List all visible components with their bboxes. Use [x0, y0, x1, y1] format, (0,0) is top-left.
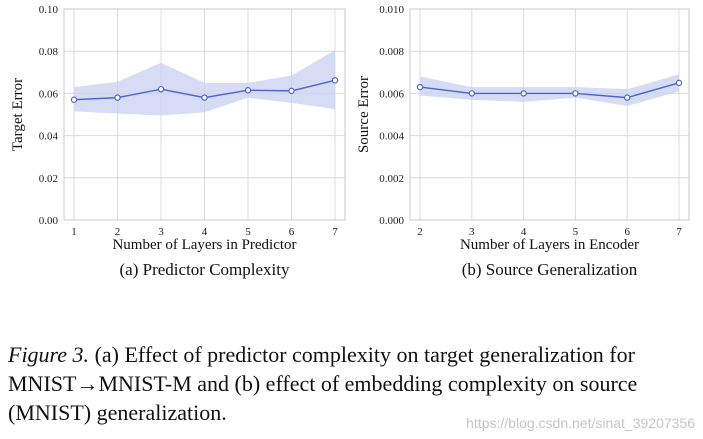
figure-caption: Figure 3. (a) Effect of predictor comple…	[8, 340, 698, 427]
chart-b-ytick-label: 0.000	[379, 215, 404, 227]
chart-b-plot-frame	[409, 8, 690, 221]
chart-b-data-point	[572, 90, 579, 97]
chart-b-xtick-label: 2	[417, 226, 423, 238]
chart-a-xtick-label: 2	[115, 226, 121, 238]
chart-a-ytick-label: 0.00	[39, 215, 59, 227]
chart-a-ytick-label: 0.06	[39, 88, 59, 100]
chart-a-y-axis-title: Target Error	[10, 78, 26, 151]
chart-a-data-point	[70, 96, 78, 103]
predictor-complexity-chart: 0.00 0.02 0.04 0.06 0.08 0.10 1 2 3 4 5 6 7 Target Er…	[10, 4, 346, 279]
chart-b-ytick-label: 0.004	[379, 131, 404, 143]
chart-b-ytick-label: 0.008	[379, 46, 404, 58]
chart-a-ytick-label: 0.04	[39, 131, 59, 143]
chart-a-subcaption: (a) Predictor Complexity	[120, 260, 290, 279]
chart-a-data-point	[331, 77, 339, 84]
chart-a-xtick-label: 7	[332, 226, 338, 238]
chart-a-x-axis-title: Number of Layers in Predictor	[112, 237, 296, 253]
chart-b-data-point	[416, 83, 424, 91]
chart-a-xtick-label: 5	[245, 226, 251, 238]
chart-b-x-axis-title: Number of Layers in Encoder	[460, 237, 639, 253]
chart-b-xtick-label: 5	[573, 226, 579, 238]
chart-a-xtick-label: 6	[289, 226, 295, 238]
chart-a-data-point	[157, 85, 165, 93]
chart-a-ytick-label: 0.08	[39, 46, 59, 58]
chart-b-data-point	[675, 79, 683, 87]
chart-a-xtick-label: 3	[158, 226, 164, 238]
watermark: https://blog.csdn.net/sinat_39207356	[466, 415, 695, 431]
chart-b-ytick-label: 0.002	[379, 173, 404, 185]
chart-a-ytick-label: 0.02	[39, 173, 58, 185]
chart-a-data-point	[244, 87, 252, 94]
chart-b-ytick-label: 0.010	[379, 4, 404, 16]
chart-b-y-axis-title: Source Error	[356, 76, 372, 153]
chart-b-ytick-label: 0.006	[379, 88, 404, 100]
chart-a-xtick-label: 4	[202, 226, 208, 238]
chart-a-data-point	[288, 87, 295, 95]
chart-b-xtick-label: 4	[521, 226, 527, 238]
chart-a-ytick-label: 0.10	[39, 4, 59, 16]
figure-caption-text: (a) Effect of predictor complexity on ta…	[8, 342, 638, 425]
chart-b-data-point	[624, 94, 631, 101]
chart-b-data-point	[468, 90, 476, 97]
figure-caption-label: Figure 3.	[8, 342, 90, 367]
chart-a-data-point	[114, 94, 121, 101]
chart-b-xtick-label: 7	[676, 226, 682, 238]
chart-b-data-point	[520, 90, 527, 97]
chart-a-confidence-band	[74, 50, 335, 116]
chart-b-xtick-label: 3	[469, 226, 475, 238]
chart-b-series-line	[419, 82, 680, 99]
source-generalization-chart: 0.000 0.002 0.004 0.006 0.008 0.010 2 3 4 5 6 7 Sour…	[356, 4, 690, 279]
chart-b-subcaption: (b) Source Generalization	[462, 260, 638, 279]
chart-a-data-point	[201, 94, 208, 101]
chart-b-xtick-label: 6	[624, 226, 630, 238]
chart-a-plot-frame	[63, 8, 346, 221]
chart-b-confidence-band	[420, 74, 679, 107]
chart-a-xtick-label: 1	[71, 226, 77, 238]
